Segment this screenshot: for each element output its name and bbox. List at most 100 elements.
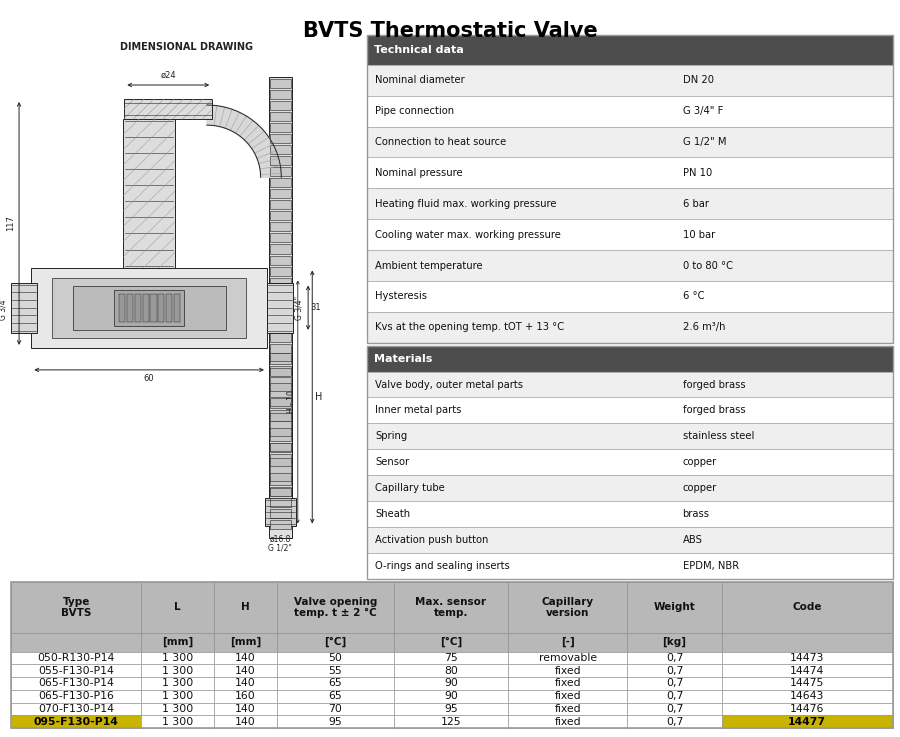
Bar <box>269 77 292 539</box>
FancyBboxPatch shape <box>722 690 893 702</box>
FancyBboxPatch shape <box>141 664 213 677</box>
FancyBboxPatch shape <box>393 716 508 728</box>
Bar <box>11 282 37 333</box>
FancyBboxPatch shape <box>367 219 893 250</box>
FancyBboxPatch shape <box>367 65 893 96</box>
Text: 14477: 14477 <box>788 717 826 727</box>
Text: 90: 90 <box>444 691 458 701</box>
Text: 65: 65 <box>328 679 342 688</box>
Text: [°C]: [°C] <box>440 637 462 647</box>
FancyBboxPatch shape <box>627 702 722 716</box>
Bar <box>270 428 291 436</box>
Bar <box>270 101 291 110</box>
Bar <box>270 413 291 421</box>
Bar <box>158 293 165 322</box>
FancyBboxPatch shape <box>11 664 141 677</box>
Text: ø24: ø24 <box>160 71 176 80</box>
Bar <box>270 353 291 361</box>
Text: 90: 90 <box>444 679 458 688</box>
Bar <box>73 286 226 329</box>
Text: 14473: 14473 <box>790 653 824 663</box>
FancyBboxPatch shape <box>277 677 393 690</box>
FancyBboxPatch shape <box>367 371 893 397</box>
Text: forged brass: forged brass <box>682 380 745 390</box>
Text: ø16.8: ø16.8 <box>270 534 291 543</box>
FancyBboxPatch shape <box>11 652 141 664</box>
Text: 14643: 14643 <box>790 691 824 701</box>
Bar <box>265 498 296 526</box>
FancyBboxPatch shape <box>393 652 508 664</box>
Text: fixed: fixed <box>554 717 581 727</box>
Text: Max. sensor
temp.: Max. sensor temp. <box>416 597 486 618</box>
FancyBboxPatch shape <box>11 582 141 632</box>
FancyBboxPatch shape <box>722 582 893 632</box>
Text: 140: 140 <box>235 679 256 688</box>
FancyBboxPatch shape <box>213 702 277 716</box>
Text: 140: 140 <box>235 666 256 676</box>
FancyBboxPatch shape <box>508 632 627 652</box>
FancyBboxPatch shape <box>213 582 277 632</box>
FancyBboxPatch shape <box>141 702 213 716</box>
Text: G 3/4": G 3/4" <box>0 296 8 320</box>
FancyBboxPatch shape <box>367 281 893 312</box>
Bar <box>270 344 291 353</box>
FancyBboxPatch shape <box>213 690 277 702</box>
Text: G 3/4" F: G 3/4" F <box>682 106 723 116</box>
Text: Nominal diameter: Nominal diameter <box>375 75 464 85</box>
FancyBboxPatch shape <box>141 582 213 632</box>
Bar <box>166 293 172 322</box>
FancyBboxPatch shape <box>722 702 893 716</box>
Text: H: H <box>241 602 250 612</box>
Bar <box>270 487 291 496</box>
Text: 055-F130-P14: 055-F130-P14 <box>38 666 114 676</box>
Bar <box>270 267 291 276</box>
Bar <box>270 509 291 518</box>
Bar <box>270 498 291 507</box>
Bar <box>270 489 291 496</box>
FancyBboxPatch shape <box>11 690 141 702</box>
Text: DN 20: DN 20 <box>682 75 714 85</box>
Bar <box>123 119 175 268</box>
FancyBboxPatch shape <box>393 632 508 652</box>
Text: 070-F130-P14: 070-F130-P14 <box>38 704 114 714</box>
Text: 75: 75 <box>444 653 458 663</box>
Bar <box>270 398 291 406</box>
FancyBboxPatch shape <box>393 582 508 632</box>
Text: [mm]: [mm] <box>230 637 261 647</box>
Text: 2.6 m³/h: 2.6 m³/h <box>682 322 725 332</box>
FancyBboxPatch shape <box>367 397 893 423</box>
Text: Heating fluid max. working pressure: Heating fluid max. working pressure <box>375 199 556 209</box>
Text: 095-F130-P14: 095-F130-P14 <box>33 717 119 727</box>
Bar <box>270 432 291 441</box>
Text: 117: 117 <box>6 215 15 231</box>
FancyBboxPatch shape <box>141 652 213 664</box>
Text: 1 300: 1 300 <box>162 691 194 701</box>
Text: copper: copper <box>682 457 716 467</box>
Text: 1 300: 1 300 <box>162 717 194 727</box>
Text: G 3/4": G 3/4" <box>294 296 303 320</box>
Text: fixed: fixed <box>554 704 581 714</box>
Text: Capillary
version: Capillary version <box>542 597 594 618</box>
Text: Connection to heat source: Connection to heat source <box>375 137 507 147</box>
Text: Nominal pressure: Nominal pressure <box>375 168 463 178</box>
FancyBboxPatch shape <box>213 664 277 677</box>
FancyBboxPatch shape <box>213 716 277 728</box>
Text: PN 10: PN 10 <box>682 168 712 178</box>
Text: fixed: fixed <box>554 691 581 701</box>
Polygon shape <box>207 105 282 178</box>
FancyBboxPatch shape <box>393 702 508 716</box>
FancyBboxPatch shape <box>722 716 893 728</box>
FancyBboxPatch shape <box>508 716 627 728</box>
FancyBboxPatch shape <box>11 677 141 690</box>
FancyBboxPatch shape <box>367 250 893 281</box>
FancyBboxPatch shape <box>393 690 508 702</box>
FancyBboxPatch shape <box>508 582 627 632</box>
Text: 6 °C: 6 °C <box>682 291 704 301</box>
Text: Type
BVTS: Type BVTS <box>61 597 91 618</box>
Bar <box>114 290 184 326</box>
FancyBboxPatch shape <box>367 346 893 371</box>
Text: H: H <box>315 392 323 402</box>
Text: 95: 95 <box>328 717 342 727</box>
FancyBboxPatch shape <box>277 716 393 728</box>
Text: Ambient temperature: Ambient temperature <box>375 260 482 270</box>
